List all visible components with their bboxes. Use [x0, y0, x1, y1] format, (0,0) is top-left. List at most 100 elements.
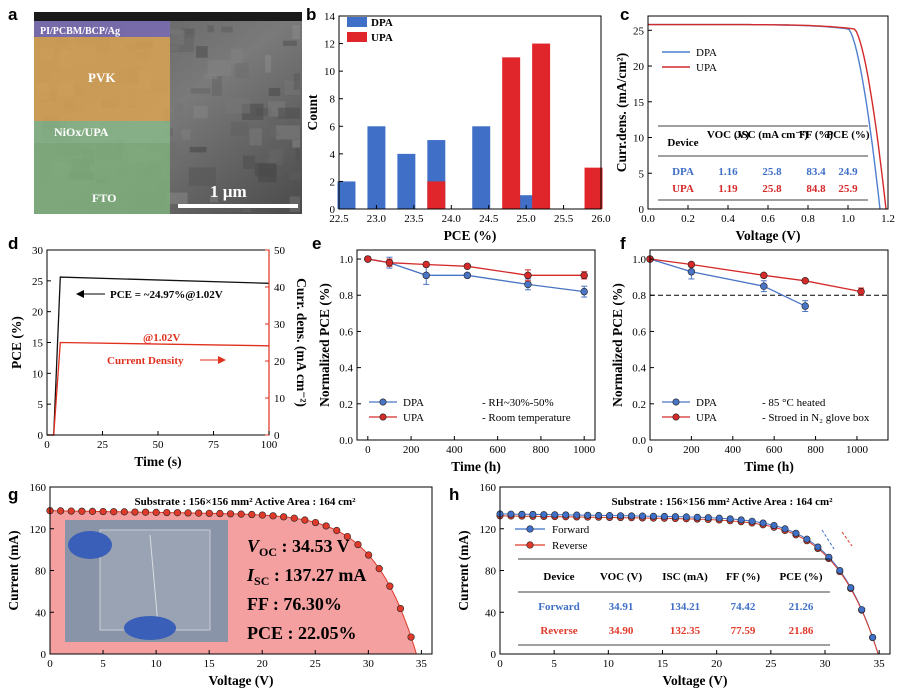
sem-grain: [167, 141, 177, 161]
y2-axis-label: Curr. dens. (mA cm⁻²): [294, 278, 309, 407]
iv-data-point-forward: [858, 606, 866, 614]
iv-data-point-forward: [836, 567, 844, 575]
x-tick-label: 800: [533, 444, 550, 456]
iv-data-point-forward: [660, 512, 668, 520]
sem-grain: [235, 62, 249, 79]
iv-data-point-forward: [540, 511, 548, 519]
y-tick-label: 0.0: [632, 435, 646, 447]
y-axis-label: Normalized PCE (%): [317, 283, 332, 407]
iv-data-point: [365, 551, 373, 559]
photo-glove: [68, 531, 112, 559]
y-tick-label: 2: [330, 176, 336, 188]
iv-data-point-forward: [715, 514, 723, 522]
panel-label-a: a: [8, 5, 18, 24]
data-point-upa: [857, 287, 865, 296]
x-tick-label: 0.0: [641, 213, 655, 225]
sem-grain: [254, 162, 276, 177]
data-point-upa: [364, 255, 372, 263]
y-tick-label: 14: [324, 11, 336, 23]
y-tick-label: 0.6: [339, 326, 353, 338]
y-tick-label: 0.4: [632, 363, 646, 375]
data-point-upa: [687, 260, 696, 269]
sem-grain: [275, 125, 300, 140]
table-header: PCE (%): [779, 571, 822, 583]
legend-label: DPA: [403, 397, 424, 409]
y-tick-label: 20: [274, 356, 286, 368]
iv-data-point: [99, 507, 107, 516]
x-tick-label: 30: [363, 658, 375, 670]
table-header: Device: [543, 571, 574, 583]
data-point-dpa: [524, 280, 532, 289]
y-tick-label: 1.0: [632, 254, 646, 266]
iv-data-point-forward: [595, 511, 603, 519]
y-tick-label: 15: [633, 97, 645, 109]
metric-voc-subscript: OC: [259, 545, 277, 559]
metric-voc-value: : 34.53 V: [277, 536, 350, 556]
iv-data-point: [258, 511, 267, 519]
iv-data-point: [333, 526, 341, 535]
table-header: FF (%): [799, 129, 833, 141]
scale-bar-label: 1 µm: [210, 182, 247, 201]
x-tick-label: 50: [153, 439, 165, 451]
data-point-dpa: [760, 282, 768, 290]
iv-data-point: [120, 508, 128, 516]
panel-label-d: d: [8, 234, 18, 253]
note-text: - Room temperature: [482, 412, 571, 424]
y-tick-label: 0: [491, 649, 497, 661]
sem-grain: [174, 102, 184, 121]
y-tick-label: 0.4: [339, 363, 353, 375]
iv-data-point: [141, 508, 150, 516]
data-point-upa: [422, 260, 430, 269]
data-point-upa: [385, 258, 394, 267]
y-tick-label: 30: [274, 319, 286, 331]
iv-data-point-forward: [726, 515, 734, 523]
x-tick-label: 0.2: [681, 213, 695, 225]
table-cell: DPA: [672, 166, 694, 178]
x-tick-label: 0: [44, 439, 50, 451]
table-cell: 132.35: [670, 625, 701, 637]
x-tick-label: 0.4: [721, 213, 735, 225]
current-density-annotation: Current Density: [107, 355, 184, 367]
y-tick-label: 6: [330, 121, 336, 133]
iv-data-point: [343, 532, 351, 541]
sem-grain: [268, 88, 281, 96]
x-tick-label: 200: [683, 444, 700, 456]
legend-swatch: [347, 17, 367, 27]
y-tick-label: 5: [38, 399, 44, 411]
table-header: JSC (mA cm⁻²): [736, 129, 808, 141]
metric-isc-subscript: SC: [254, 574, 269, 588]
legend-label: Reverse: [552, 540, 588, 552]
y-tick-label: 0.2: [632, 399, 646, 411]
legend-label: UPA: [371, 32, 393, 44]
y-tick-label: 30: [32, 245, 44, 257]
data-point-upa: [760, 271, 768, 280]
iv-data-point-forward: [693, 513, 701, 521]
iv-data-point-forward: [617, 512, 625, 520]
sem-grain: [209, 194, 219, 203]
iv-data-point-forward: [759, 519, 767, 527]
sem-grain: [255, 107, 272, 117]
photo-module: [99, 529, 211, 631]
photo-glove: [124, 616, 176, 640]
iv-data-point: [280, 513, 288, 521]
layer-label-pvk: PVK: [88, 70, 116, 85]
series-line-upa: [367, 258, 585, 276]
table-cell: 21.26: [789, 601, 814, 613]
x-axis-label: PCE (%): [444, 228, 497, 243]
iv-data-point-forward: [507, 510, 515, 518]
iv-data-point: [237, 510, 245, 518]
x-tick-label: 25: [310, 658, 322, 670]
table-cell: 25.8: [762, 166, 782, 178]
x-tick-label: 23.5: [404, 213, 424, 225]
iv-data-point-forward: [649, 512, 657, 520]
table-header: VOC (V): [707, 129, 750, 141]
iv-data-point: [226, 510, 235, 518]
sem-grain: [267, 111, 279, 126]
x-axis-label: Voltage (V): [662, 673, 727, 688]
iv-data-point: [173, 509, 182, 517]
y-tick-label: 40: [274, 282, 286, 294]
y-tick-label: 10: [633, 133, 645, 145]
iv-data-point-forward: [518, 510, 526, 518]
iv-data-point: [184, 509, 192, 517]
plot-frame: [356, 249, 596, 441]
